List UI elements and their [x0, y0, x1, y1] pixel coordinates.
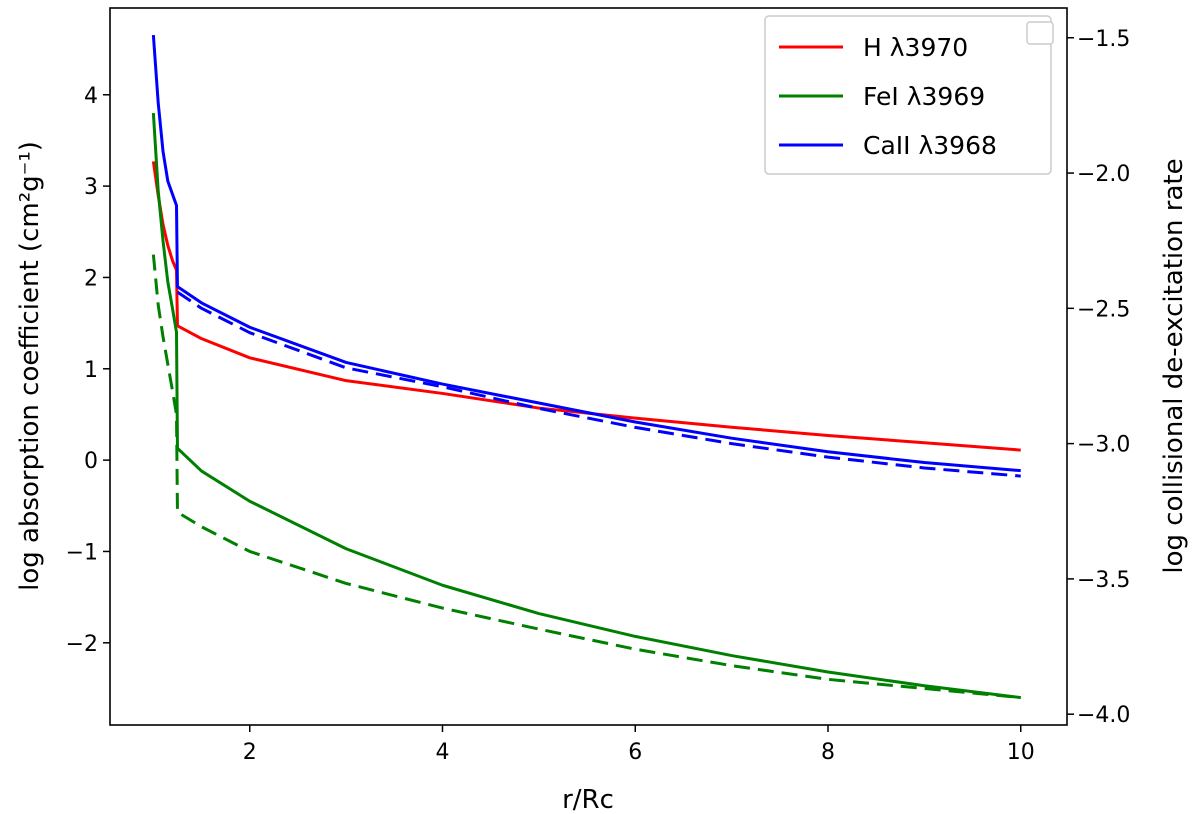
y-tick-label-left: 1 — [84, 358, 98, 383]
y-tick-label-right: −3.5 — [1077, 568, 1130, 593]
series-line-3-dashed — [176, 290, 1021, 478]
right-axis-legend-box — [1026, 21, 1054, 45]
series-line-2 — [151, 34, 1021, 473]
y-tick-label-right: −3.0 — [1077, 433, 1130, 458]
y-tick-label-left: 3 — [84, 175, 98, 200]
x-tick-label: 8 — [821, 740, 835, 765]
plot-frame — [109, 7, 1068, 726]
legend-box — [764, 15, 1052, 175]
x-axis-label: r/Rc — [562, 785, 614, 814]
series-line-0 — [151, 161, 1021, 452]
series-line-4-dashed — [151, 254, 1021, 700]
series-layer — [151, 34, 1021, 700]
legend-label-caii: CaII λ3968 — [863, 131, 997, 160]
y-axis-label-left: log absorption coefficient (cm²g⁻¹) — [15, 141, 45, 591]
y-tick-label-right: −2.0 — [1077, 162, 1130, 187]
x-tick-label: 6 — [628, 740, 642, 765]
y-tick-label-right: −4.0 — [1077, 703, 1130, 728]
y-tick-label-right: −1.5 — [1077, 27, 1130, 52]
y-tick-label-right: −2.5 — [1077, 297, 1130, 322]
x-tick-label: 2 — [243, 740, 257, 765]
y-tick-label-left: −1 — [66, 540, 98, 565]
y-tick-label-left: 2 — [84, 266, 98, 291]
legend-label-fei: FeI λ3969 — [863, 82, 985, 111]
series-line-1 — [151, 112, 1021, 700]
x-tick-label: 4 — [435, 740, 449, 765]
y-tick-label-left: 4 — [84, 84, 98, 109]
legend-label-h: H λ3970 — [863, 33, 968, 62]
x-tick-label: 10 — [1007, 740, 1035, 765]
y-tick-label-left: 0 — [84, 449, 98, 474]
y-tick-label-left: −2 — [66, 632, 98, 657]
legend: H λ3970 FeI λ3969 CaII λ3968 — [764, 15, 1054, 175]
tick-layer: 2 4 6 8 10 −2 −1 0 1 2 3 4 −4.0 −3.5 −3.0 −2.5 −2.0 −1.5 — [66, 27, 1131, 765]
y-axis-label-right: log collisional de-excitation rate — [1159, 158, 1189, 573]
